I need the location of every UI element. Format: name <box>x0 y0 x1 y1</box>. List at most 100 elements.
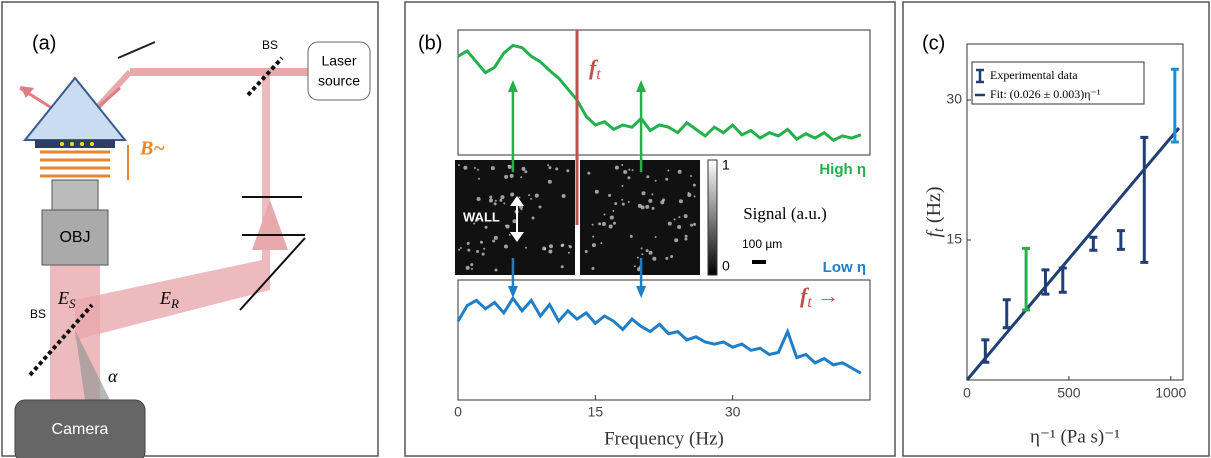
error-bar <box>1089 235 1098 252</box>
speckle <box>465 265 470 270</box>
coil <box>40 150 110 178</box>
prism <box>22 76 128 141</box>
speckle <box>693 195 696 198</box>
speckle <box>678 216 681 219</box>
speckle <box>531 216 535 220</box>
sample <box>35 140 115 148</box>
label: ft → <box>800 283 839 310</box>
line-series <box>457 43 862 143</box>
speckle <box>490 166 495 171</box>
speckle <box>603 213 606 216</box>
speckle <box>591 267 595 271</box>
speckle <box>458 248 461 251</box>
speckle <box>648 198 653 203</box>
speckle <box>484 225 488 229</box>
panel-label: (a) <box>32 32 56 54</box>
speckle <box>608 224 613 229</box>
ref-beam <box>75 330 110 400</box>
label-main: f <box>923 230 945 238</box>
mirror <box>117 41 156 59</box>
x-axis-label: η⁻¹ (Pa s)⁻¹ <box>1030 426 1120 447</box>
speckle <box>488 198 493 203</box>
speckle <box>470 263 474 267</box>
speckle <box>509 173 514 178</box>
speckle <box>667 221 672 226</box>
y-tick-label: 30 <box>946 91 962 107</box>
speckle <box>493 235 498 240</box>
laser-box <box>307 41 371 101</box>
speckle <box>458 164 460 166</box>
panel-border <box>902 1 1210 457</box>
objective <box>41 209 109 266</box>
speckle <box>473 166 476 169</box>
speckle <box>651 206 655 210</box>
speckle <box>631 169 634 172</box>
arrow-head <box>507 286 518 298</box>
speckle <box>584 249 588 253</box>
obj-label: OBJ <box>59 229 90 246</box>
x-tick-label: 1000 <box>1155 385 1186 401</box>
alpha-label: α <box>108 366 118 386</box>
speckle <box>648 250 653 255</box>
label-tail: (Hz) <box>923 186 945 228</box>
speckle <box>645 204 650 209</box>
speckle <box>690 223 694 227</box>
speckle <box>692 183 696 187</box>
speckle <box>547 179 552 184</box>
error-bar <box>1116 229 1125 251</box>
speckle <box>467 248 471 252</box>
speckle <box>623 170 628 175</box>
speckle <box>687 192 692 197</box>
cbar-label: 1 <box>722 157 730 173</box>
speckle <box>510 192 515 197</box>
legend-marker <box>976 68 984 84</box>
speckle <box>598 222 602 226</box>
label-sub: t <box>807 294 812 311</box>
speckle <box>520 176 523 179</box>
speckle <box>665 256 669 260</box>
speckle <box>601 221 606 226</box>
speckle <box>548 249 553 254</box>
speckle <box>654 235 657 238</box>
speckle <box>547 164 550 167</box>
speckle <box>494 268 498 272</box>
speckle <box>555 167 559 171</box>
speckle <box>636 256 639 259</box>
x-tick-label: 500 <box>1057 385 1081 401</box>
speckle <box>477 168 480 171</box>
legend-entry: Low η <box>823 259 866 276</box>
panel-border <box>404 1 896 457</box>
speckle <box>507 164 510 167</box>
speckle <box>670 255 674 259</box>
speckle <box>629 234 633 238</box>
x-tick-label: 0 <box>963 385 971 401</box>
speckle <box>627 200 630 203</box>
legend-entry: Experimental data <box>990 68 1078 82</box>
speckle <box>492 239 496 243</box>
panel-label: (b) <box>418 32 442 54</box>
er-label: ER <box>159 288 179 311</box>
speckle <box>652 256 657 261</box>
label: ft (Hz) <box>923 186 948 237</box>
speckle <box>504 174 509 179</box>
speckle <box>475 218 479 222</box>
speckle <box>503 202 506 205</box>
panel-label: (c) <box>922 32 945 54</box>
speckle <box>499 198 503 202</box>
speckle <box>489 195 493 199</box>
mirror <box>239 237 306 311</box>
speckle <box>633 265 636 268</box>
line-series <box>456 295 862 375</box>
speckle <box>654 179 657 182</box>
arrow-head <box>20 86 34 98</box>
speckle <box>641 191 646 196</box>
error-bar <box>1170 67 1179 144</box>
speckle <box>651 193 654 196</box>
speckle <box>677 225 682 230</box>
beam <box>252 200 288 250</box>
camera <box>14 399 146 458</box>
error-bar <box>1041 268 1050 296</box>
speckle <box>621 164 624 167</box>
